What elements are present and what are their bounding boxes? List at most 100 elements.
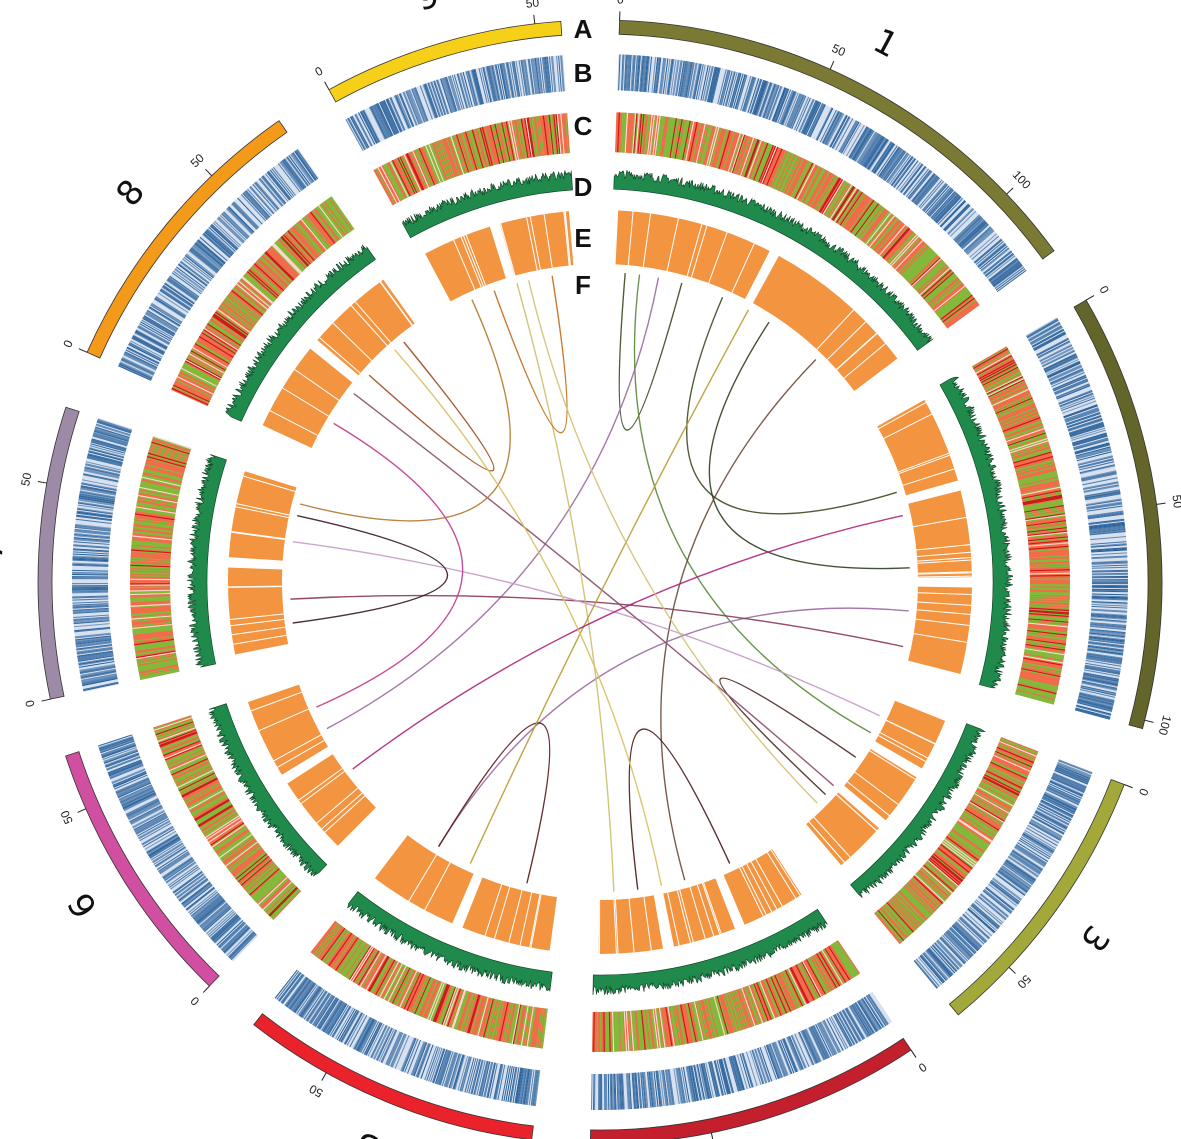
chromosome-6-track-b-bin [210, 914, 239, 940]
chromosome-3-track-b-bin [920, 954, 946, 983]
chromosome-1-track-c-bin [678, 119, 688, 160]
chromosome-1-track-b-bin [727, 71, 738, 108]
chromosome-4-track-b-bin [767, 1044, 781, 1079]
chromosome-1-track-c-bin [851, 201, 877, 235]
chromosome-3-track-c-bin [955, 823, 990, 847]
chromosome-2-track-c-bin [1029, 609, 1070, 614]
chromosome-3-track-b-bin [1035, 809, 1069, 828]
chromosome-1-track-b-bin [855, 130, 875, 162]
chromosome-9-track-c-bin [481, 126, 493, 166]
chromosome-5-track-b-bin [308, 992, 330, 1024]
chromosome-6-track-e-block [287, 754, 376, 846]
chromosome-3-track-c-bin [974, 793, 1010, 814]
chromosome-7-label: 7 [0, 538, 12, 562]
chromosome-2-track-b-bin [1091, 561, 1128, 564]
chromosome-6-track-b-bin [148, 837, 181, 858]
chromosome-4-track-b-bin [610, 1073, 613, 1110]
chromosome-6-track-c-bin [224, 840, 258, 866]
chromosome-1-track-c-bin [830, 185, 854, 220]
chromosome-4-track-b-bin [772, 1042, 786, 1077]
chromosome-4-track-c-bin [790, 966, 810, 1004]
chromosome-1-track-c-bin [751, 142, 767, 180]
chromosome-2-track-c-bin [1025, 511, 1065, 520]
chromosome-5-track-c-bin [403, 972, 422, 1010]
chromosome-5-track-b-bin [495, 1064, 504, 1100]
chromosome-3-track-b-bin [1001, 865, 1032, 887]
chromosome-1-track-c-bin [891, 236, 919, 267]
chromosome-5-track-b-bin [289, 979, 312, 1010]
chromosome-8-track-b-bin [228, 206, 255, 233]
link-12 [516, 283, 615, 892]
chromosome-7-track-c-bin [133, 520, 174, 527]
chromosome-2-track-c-bin [1024, 652, 1064, 661]
chromosome-5-track-b-bin [435, 1049, 448, 1085]
chromosome-1-track-b-bin [710, 67, 720, 103]
chromosome-9-track-b-bin [405, 90, 420, 125]
chromosome-6-track-c-bin [198, 805, 234, 828]
chromosome-2-track-b-bin [1089, 631, 1126, 637]
chromosome-1-track-b-bin [707, 66, 717, 103]
chromosome-4-track-c-bin [753, 983, 769, 1022]
chromosome-2-track-c-bin [1017, 684, 1057, 696]
chromosome-1-track-c-bin [697, 124, 709, 164]
chromosome-3-track-b-bin [1049, 781, 1083, 797]
chromosome-7-track-b-bin [72, 577, 109, 579]
chromosome-7-track-c-bin [132, 627, 173, 633]
chromosome-3-track-c-bin [901, 887, 931, 917]
chromosome-2-track-b-bin [1091, 572, 1128, 575]
chromosome-5-track-b-bin [300, 987, 322, 1018]
chromosome-1-track-b-bin [809, 104, 826, 138]
chromosome-3-track-b-bin [951, 925, 979, 952]
chromosome-3-track-b-bin [1052, 773, 1087, 789]
chromosome-3-track-b-bin [931, 944, 957, 972]
chromosome-3-track-c-bin [887, 900, 916, 932]
chromosome-1-track-b-bin [789, 94, 805, 129]
chromosome-5-track-b-bin [292, 982, 315, 1013]
chromosome-3-track-b-bin [1055, 767, 1090, 782]
chromosome-4-track-b-bin [612, 1073, 615, 1110]
chromosome-5-track-c-bin [440, 986, 455, 1025]
chromosome-4-track-c-bin [625, 1011, 630, 1052]
chromosome-1-ideogram [618, 19, 1055, 260]
chromosome-9-track-c-bin [506, 121, 516, 161]
chromosome-4-track-c-bin [782, 970, 801, 1008]
chromosome-1-track-c-bin [650, 115, 657, 156]
chromosome-1-track-c-bin [701, 125, 713, 165]
chromosome-8-track-c-bin [248, 269, 280, 297]
chromosome-7-track-b-bin [86, 457, 122, 467]
chromosome-2-track-c-bin [1029, 563, 1070, 566]
chromosome-8-track-b-bin [144, 313, 177, 333]
chromosome-7-track-b-bin [84, 467, 120, 476]
chromosome-4-track-b-bin [764, 1045, 778, 1080]
chromosome-7-track-b-bin [97, 418, 133, 431]
chromosome-2-track-e-gap [916, 544, 971, 551]
chromosome-1-track-b-bin [928, 188, 954, 217]
chromosome-8-track-b-bin [126, 347, 160, 365]
chromosome-1-track-b-bin [786, 93, 802, 128]
chromosome-2-track-b-bin [1090, 616, 1127, 620]
chromosome-4-track-c-bin [769, 976, 787, 1015]
chromosome-9-track-b-bin [430, 81, 443, 117]
chromosome-2-track-b-bin [1089, 633, 1126, 639]
chromosome-3-track-b-bin [925, 950, 950, 979]
chromosome-8-track-b-bin [146, 309, 179, 330]
chromosome-6-track-c-bin [190, 793, 227, 815]
chromosome-2-track-b-bin [1067, 415, 1102, 429]
chromosome-5-track-c-bin [417, 978, 434, 1016]
chromosome-4-track-b-bin [710, 1061, 721, 1097]
chromosome-5-track-b-bin [287, 978, 310, 1009]
chromosome-2-tick-label-0: 0 [1096, 283, 1112, 296]
chromosome-1-track-c-bin [803, 168, 824, 204]
chromosome-7-track-b-bin [78, 498, 115, 506]
chromosome-2-track-c-bin [1025, 510, 1065, 518]
chromosome-7-track-b-bin [72, 569, 109, 572]
chromosome-3-track-b-bin [1021, 834, 1053, 855]
chromosome-2-track-b-bin [1026, 317, 1058, 337]
chromosome-7-track-b-bin [88, 448, 125, 459]
chromosome-4-track-c-bin [593, 1011, 595, 1052]
chromosome-4-track-b-bin [810, 1026, 827, 1060]
chromosome-6-track-b-bin [126, 798, 159, 816]
chromosome-8-track-b-bin [135, 330, 168, 349]
chromosome-1-track-b-bin [964, 227, 992, 253]
chromosome-3-track-b-bin [979, 894, 1009, 918]
